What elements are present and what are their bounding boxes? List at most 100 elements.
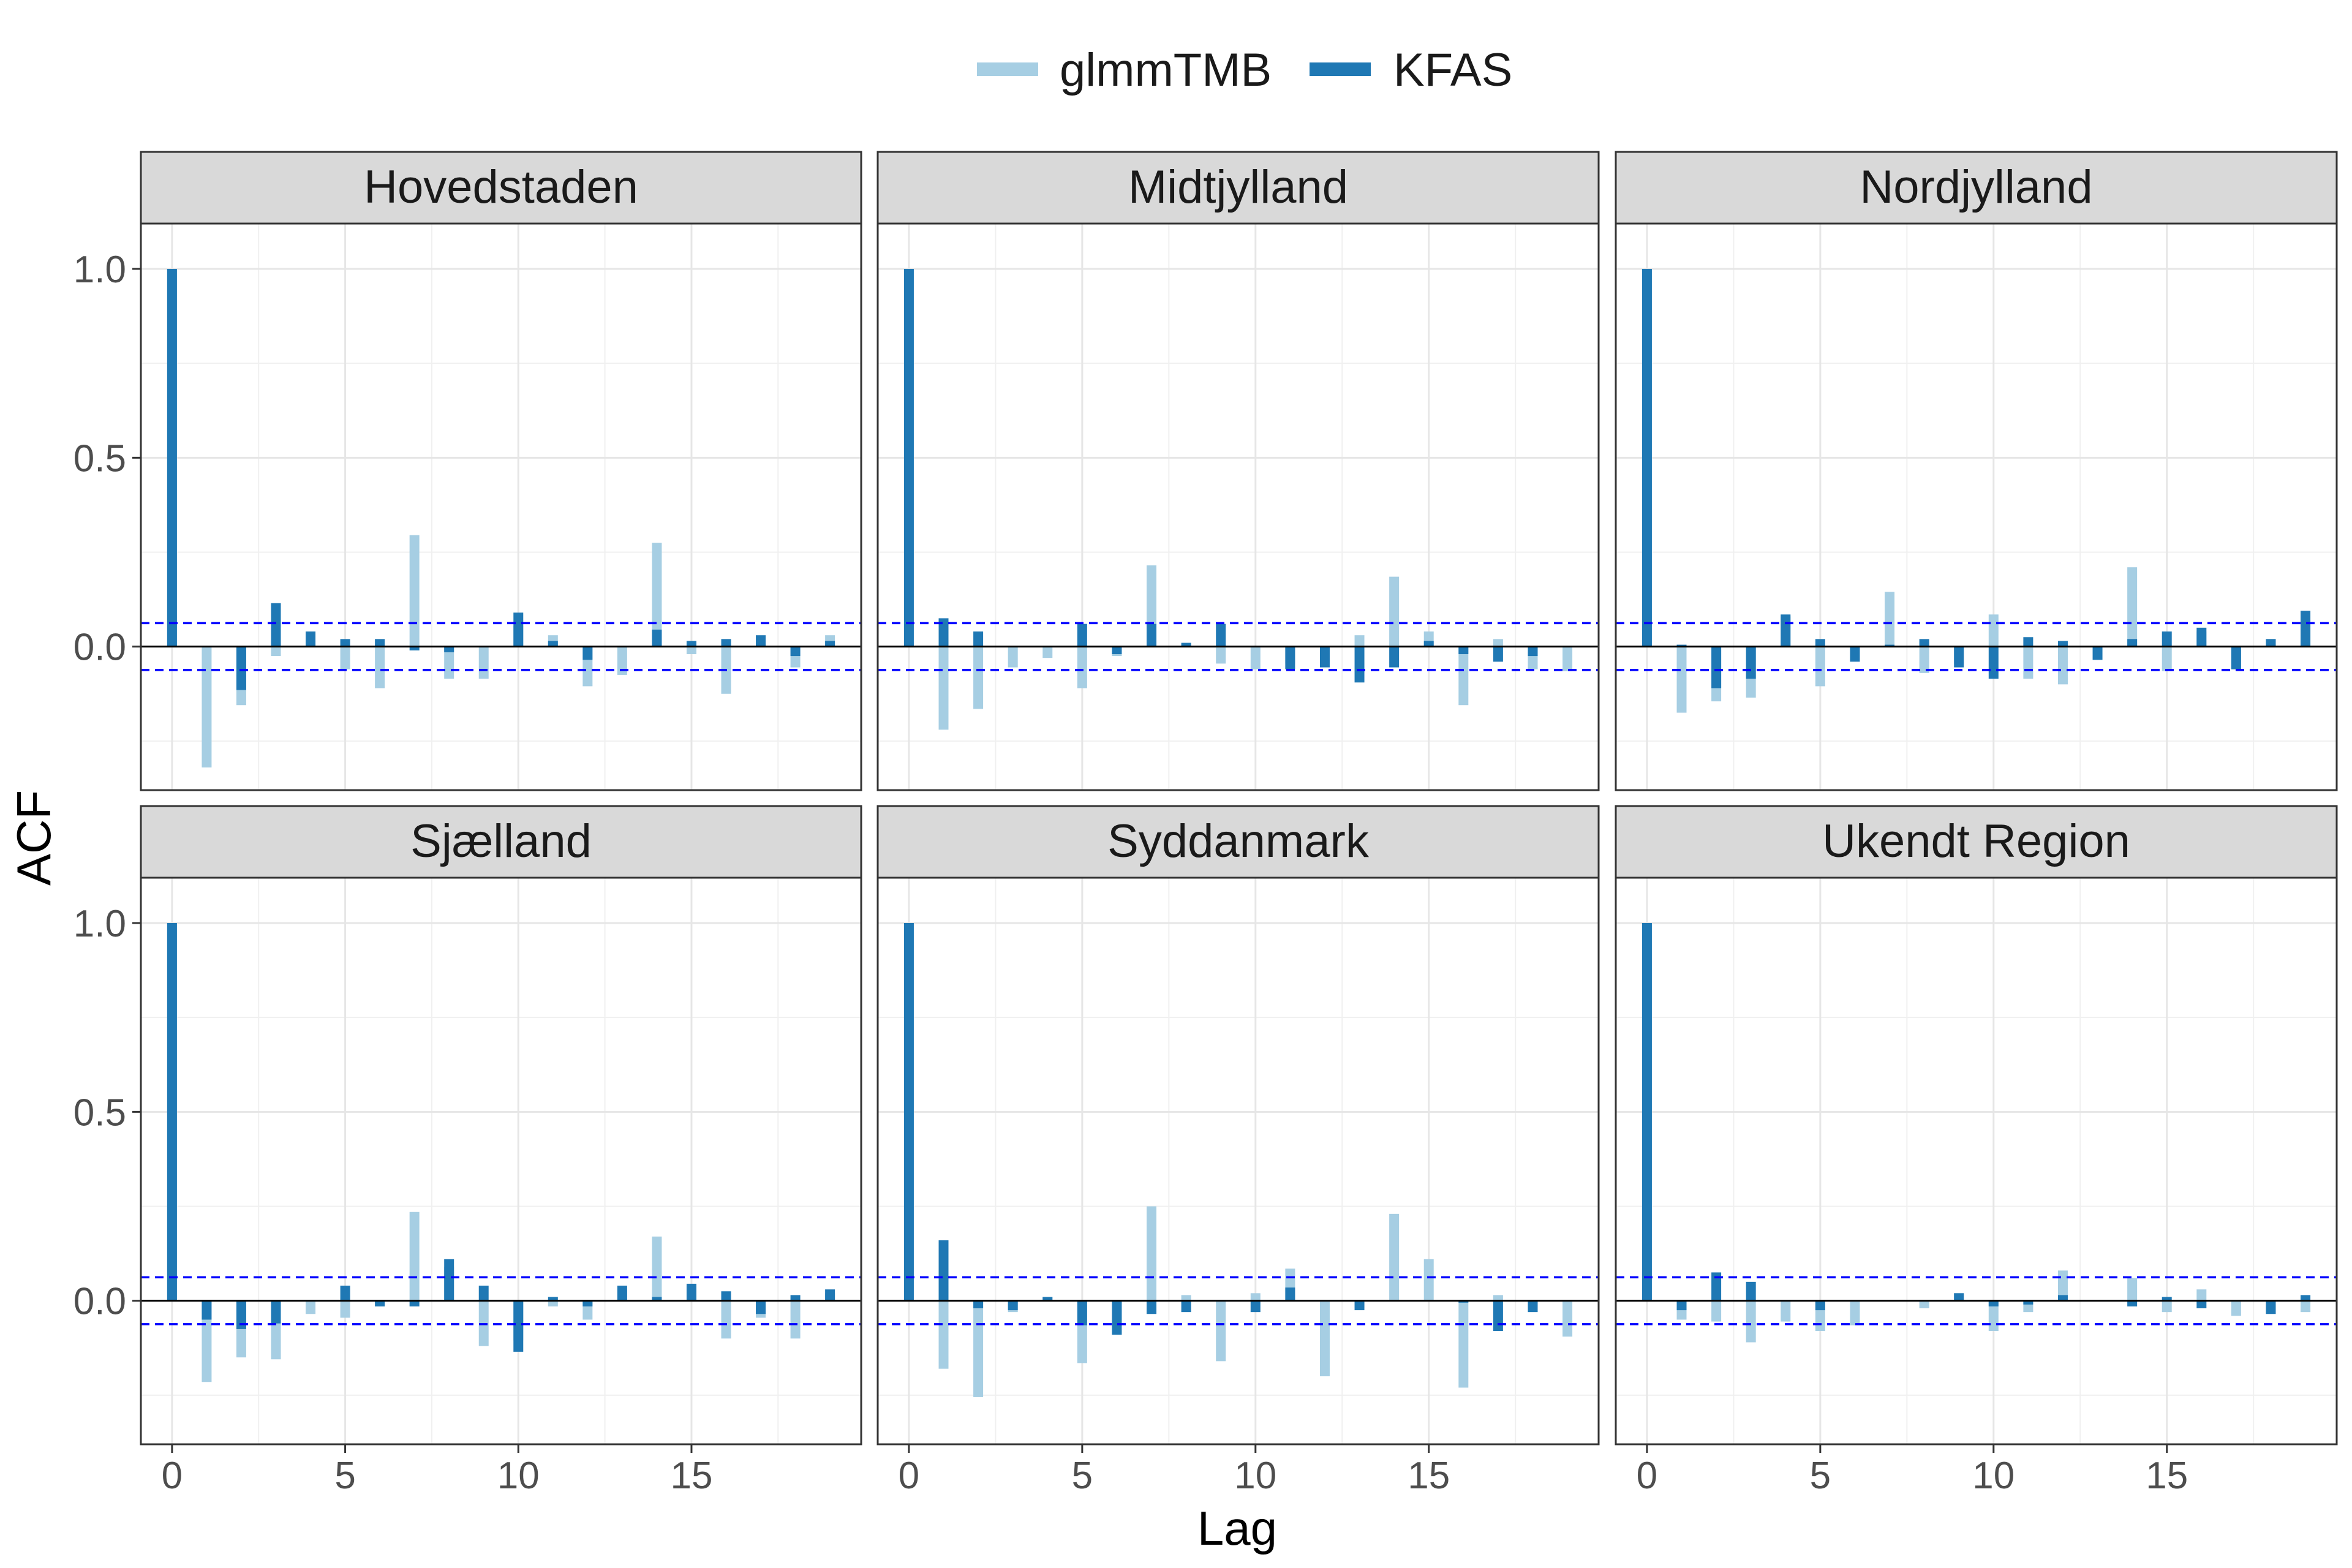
bar-kfas-lag-3 [1746, 646, 1756, 679]
bar-kfas-lag-8 [444, 646, 454, 652]
bar-glmmtmb-lag-16 [1458, 646, 1469, 706]
bar-glmmtmb-lag-19 [2301, 1300, 2311, 1313]
series-kfas-syddanmark [903, 923, 1573, 1335]
bar-glmmtmb-lag-10 [1250, 646, 1261, 669]
bar-kfas-lag-0 [167, 269, 177, 647]
bar-kfas-lag-17 [1493, 646, 1503, 662]
bar-kfas-lag-18 [1528, 646, 1538, 657]
bar-kfas-lag-2 [1711, 646, 1722, 688]
bar-kfas-lag-10 [513, 612, 524, 647]
bar-kfas-lag-3 [1746, 1281, 1756, 1301]
bar-glmmtmb-lag-8 [1919, 646, 1929, 673]
series-kfas-sjaelland [167, 923, 835, 1352]
bar-glmmtmb-lag-8 [1919, 1300, 1929, 1308]
plot-area-nordjylland [1616, 224, 2337, 790]
strip-syddanmark [876, 805, 1600, 879]
strip-label-midtjylland: Midtjylland [1128, 161, 1348, 213]
panel-border-ukendt-region [1615, 876, 2338, 1446]
x-axis-title: Lag [1197, 1501, 1277, 1555]
bar-kfas-lag-5 [1815, 639, 1825, 647]
series-kfas-midtjylland [903, 269, 1573, 683]
bar-kfas-lag-1 [938, 618, 949, 647]
bar-kfas-lag-0 [903, 923, 914, 1301]
bar-kfas-lag-3 [1008, 1300, 1018, 1311]
bar-kfas-lag-11 [2023, 1300, 2034, 1305]
bar-kfas-lag-2 [1711, 1272, 1722, 1301]
x-axis-ticks: 0 5 10 15 0 5 10 15 0 5 10 15 [162, 1444, 2188, 1497]
bar-kfas-lag-17 [756, 635, 766, 647]
legend: glmmTMB KFAS [977, 44, 1512, 96]
x-tick-label: 10 [497, 1455, 540, 1497]
panel-border-syddanmark [876, 876, 1600, 1446]
bar-kfas-lag-7 [409, 1300, 420, 1306]
bar-glmmtmb-lag-11 [548, 1300, 558, 1306]
bar-kfas-lag-6 [1850, 646, 1860, 662]
strip-midtjylland [876, 151, 1600, 225]
strip-sjaelland [140, 805, 862, 879]
bar-glmmtmb-lag-2 [973, 646, 984, 709]
bar-kfas-lag-1 [938, 1240, 949, 1301]
bar-kfas-lag-18 [2266, 639, 2276, 647]
bar-kfas-lag-11 [548, 1297, 558, 1301]
bar-kfas-lag-17 [1493, 1300, 1503, 1331]
bar-glmmtmb-lag-3 [1008, 646, 1018, 668]
bar-kfas-lag-4 [1042, 1297, 1053, 1301]
bar-glmmtmb-lag-4 [1781, 1300, 1791, 1322]
bar-glmmtmb-lag-13 [617, 646, 627, 675]
bar-glmmtmb-lag-7 [1147, 1206, 1157, 1301]
panel-nordjylland: Nordjylland [1615, 151, 2338, 791]
bar-kfas-lag-11 [2023, 637, 2034, 647]
bar-glmmtmb-lag-14 [1389, 1213, 1400, 1301]
bar-glmmtmb-lag-16 [2196, 1289, 2207, 1301]
bar-kfas-lag-10 [1250, 1300, 1261, 1313]
bar-glmmtmb-lag-1 [938, 1300, 949, 1369]
bar-kfas-lag-15 [686, 1283, 696, 1301]
bar-glmmtmb-lag-14 [1389, 576, 1400, 647]
y-tick-label: 0.5 [74, 437, 126, 480]
bar-glmmtmb-lag-10 [1988, 1300, 1999, 1331]
bar-kfas-lag-12 [2057, 641, 2068, 647]
bar-glmmtmb-lag-18 [790, 1300, 801, 1339]
facet-panels: Hovedstaden Midtjylland Nordjylland Sjællan… [140, 151, 2338, 1446]
bar-kfas-lag-18 [790, 646, 801, 657]
x-tick-label: 15 [1408, 1455, 1450, 1497]
bar-kfas-lag-8 [1181, 643, 1191, 647]
bar-glmmtmb-lag-9 [478, 646, 489, 679]
panel-midtjylland: Midtjylland [876, 151, 1600, 791]
bar-glmmtmb-lag-2 [973, 1300, 984, 1397]
bar-kfas-lag-5 [1077, 624, 1087, 647]
bar-kfas-lag-11 [1285, 1287, 1295, 1301]
bar-kfas-lag-1 [1676, 644, 1687, 647]
bar-kfas-lag-9 [1954, 646, 1964, 668]
bar-glmmtmb-lag-7 [1885, 592, 1895, 647]
bar-kfas-lag-8 [444, 1259, 454, 1301]
bar-kfas-lag-13 [1354, 1300, 1365, 1311]
strip-label-syddanmark: Syddanmark [1107, 815, 1370, 867]
bar-kfas-lag-6 [1112, 1300, 1122, 1335]
bar-glmmtmb-lag-8 [1181, 1295, 1191, 1301]
bar-kfas-lag-18 [790, 1295, 801, 1301]
panel-sjaelland: Sjælland [140, 805, 862, 1446]
bar-kfas-lag-6 [375, 639, 385, 647]
legend-label-kfas: KFAS [1393, 44, 1512, 96]
bar-kfas-lag-16 [1458, 1300, 1469, 1303]
plot-area-hovedstaden [141, 224, 861, 790]
bar-glmmtmb-lag-9 [1216, 646, 1226, 664]
bar-kfas-lag-9 [478, 1286, 489, 1301]
bar-glmmtmb-lag-16 [721, 1300, 731, 1339]
bar-kfas-lag-11 [548, 641, 558, 647]
bar-kfas-lag-10 [513, 1300, 524, 1352]
bar-glmmtmb-lag-11 [2023, 646, 2034, 679]
strip-hovedstaden [140, 151, 862, 225]
bar-kfas-lag-8 [1919, 639, 1929, 647]
bar-glmmtmb-lag-16 [1458, 1300, 1469, 1388]
bar-glmmtmb-lag-5 [340, 646, 350, 669]
strip-label-hovedstaden: Hovedstaden [364, 161, 638, 213]
bar-kfas-lag-19 [2301, 1295, 2311, 1301]
y-tick-label: 0.0 [74, 627, 126, 669]
bar-glmmtmb-lag-1 [202, 646, 212, 767]
bar-kfas-lag-19 [2301, 611, 2311, 647]
bar-kfas-lag-16 [721, 1291, 731, 1301]
plot-area-sjaelland [141, 878, 861, 1444]
bar-glmmtmb-lag-14 [2127, 1278, 2138, 1301]
